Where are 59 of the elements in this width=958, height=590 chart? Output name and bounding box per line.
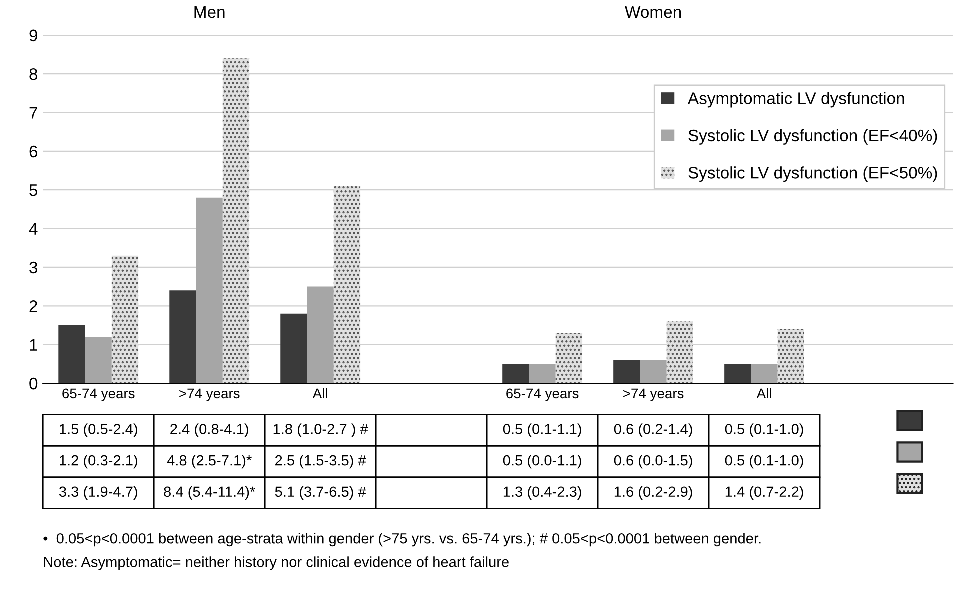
y-tick-label: 7 xyxy=(30,107,38,119)
data-label: 0.5 (0.0-1.1) xyxy=(503,455,582,469)
y-tick-label: 8 xyxy=(30,68,38,80)
text: Women xyxy=(625,6,682,18)
data-label: 0.6 (0.0-1.5) xyxy=(614,455,692,469)
text: Men xyxy=(194,6,225,18)
text: Note: Asymptomatic= neither history nor clinical evidence of heart failure xyxy=(44,556,509,570)
y-tick-label: 1 xyxy=(30,339,38,351)
bar xyxy=(666,322,694,384)
y-tick-label: 6 xyxy=(30,146,38,158)
data-label: 1.6 (0.2-2.9) xyxy=(614,486,692,500)
data-label: 0.6 (0.2-1.4) xyxy=(614,424,692,438)
bar xyxy=(529,364,556,384)
y-tick-label: 5 xyxy=(30,184,38,196)
bar xyxy=(778,329,804,384)
bar xyxy=(640,360,667,384)
bar xyxy=(280,314,308,384)
bar xyxy=(334,186,361,384)
data-label: 8.4 (5.4-11.4)* xyxy=(164,486,256,500)
data-label: 1.8 (1.0-2.7 ) # xyxy=(274,424,368,438)
bar xyxy=(85,337,112,384)
bar xyxy=(58,325,86,384)
bar xyxy=(502,364,530,384)
bar xyxy=(556,333,583,384)
bar xyxy=(196,198,223,384)
y-tick-label: 9 xyxy=(30,30,38,42)
data-label: 1.2 (0.3-2.1) xyxy=(60,455,138,469)
text: • 0.05<p<0.0001 between age-strata within gender (>75 yrs. vs. 65-74 yrs.); # 0.05<p<0.0001 between gender. xyxy=(44,533,761,547)
data-label: 1.3 (0.4-2.3) xyxy=(504,486,582,500)
y-tick-label: 3 xyxy=(30,262,38,274)
data-label: 1.5 (0.5-2.4) xyxy=(60,424,138,438)
data-label: 2.4 (0.8-4.1) xyxy=(170,424,248,438)
x-tick-label: All xyxy=(756,388,772,398)
y-tick-label: 0 xyxy=(30,378,38,390)
bar xyxy=(751,364,778,384)
data-label: 4.8 (2.5-7.1)* xyxy=(167,455,252,469)
bar xyxy=(724,364,752,384)
x-tick-label: 65-74 years xyxy=(62,388,135,402)
data-label: 0.5 (0.1-1.0) xyxy=(725,455,804,469)
x-tick-label: 65-74 years xyxy=(506,388,579,402)
legend-label: Asymptomatic LV dysfunction xyxy=(688,92,904,108)
data-label: 1.4 (0.7-2.2) xyxy=(726,486,804,500)
x-tick-label: >74 years xyxy=(624,388,684,402)
data-label: 2.5 (1.5-3.5) # xyxy=(276,455,366,469)
x-tick-label: >74 years xyxy=(180,388,240,402)
bar xyxy=(307,286,334,384)
x-tick-label: All xyxy=(312,388,328,398)
bar xyxy=(112,256,139,384)
y-tick-label: 4 xyxy=(29,223,38,235)
bar xyxy=(222,58,250,384)
legend-label: Systolic LV dysfunction (EF<40%) xyxy=(688,129,938,145)
bar xyxy=(614,360,640,384)
bar xyxy=(170,290,196,384)
data-label: 0.5 (0.1-1.0) xyxy=(725,424,804,438)
y-tick-label: 2 xyxy=(30,300,38,312)
data-label: 5.1 (3.7-6.5) # xyxy=(275,486,366,500)
legend-label: Systolic LV dysfunction (EF<50%) xyxy=(688,166,938,182)
data-label: 0.5 (0.1-1.1) xyxy=(503,424,582,438)
data-label: 3.3 (1.9-4.7) xyxy=(59,486,138,500)
